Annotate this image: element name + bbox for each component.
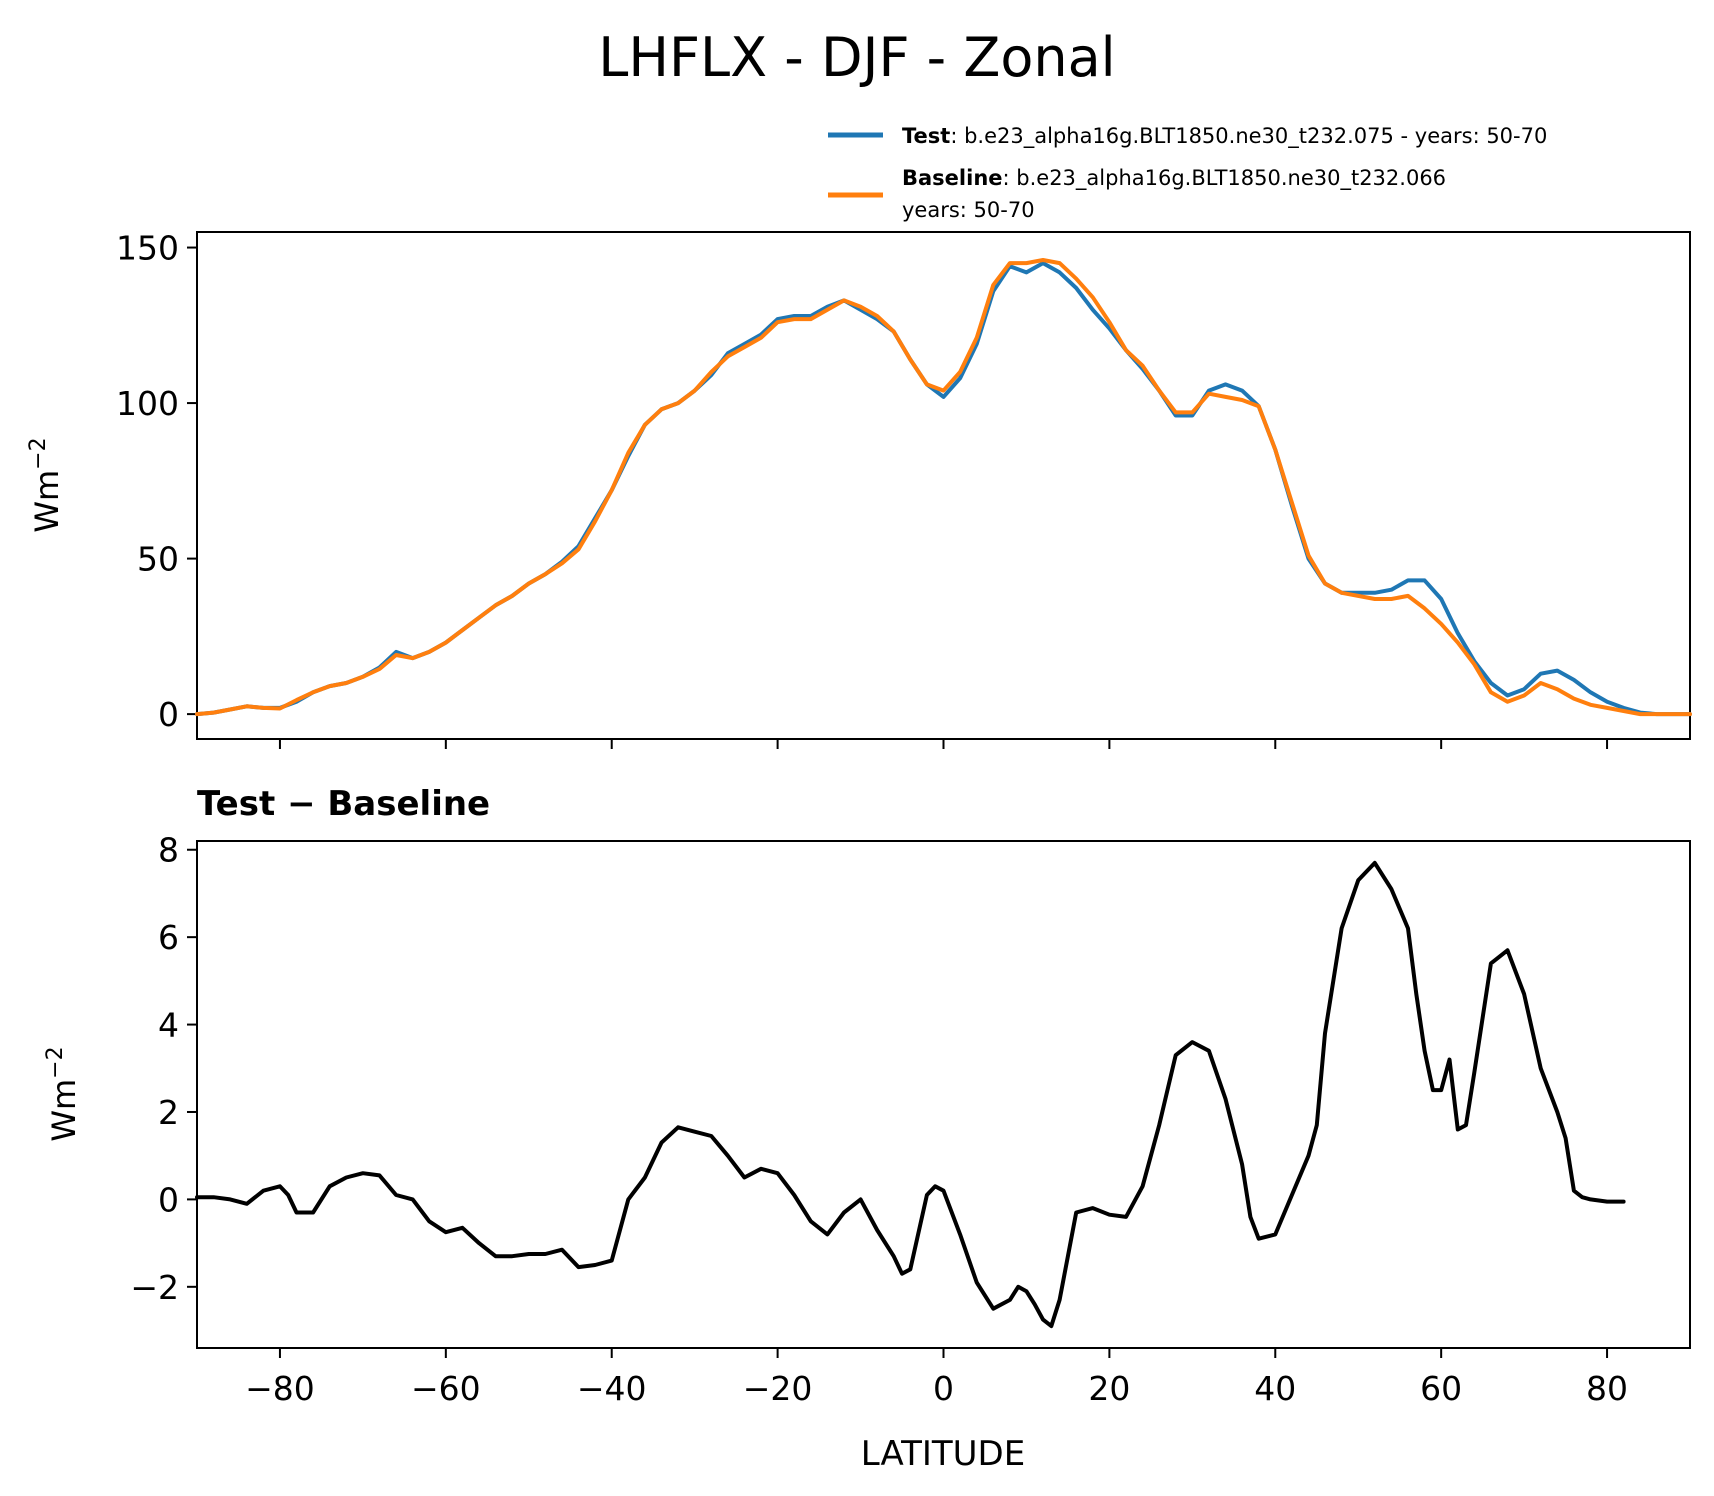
bottom-panel-xlabel: LATITUDE	[861, 1434, 1025, 1474]
top-panel-ylabel: Wm−2	[26, 437, 66, 532]
bottom-ylabel-text: Wm	[45, 1079, 83, 1142]
legend: Test: b.e23_alpha16g.BLT1850.ne30_t232.0…	[828, 124, 1547, 222]
legend-baseline-line2: years: 50-70	[902, 198, 1035, 222]
top-ytick-label: 50	[137, 540, 179, 579]
bottom-xtick-label: 40	[1254, 1369, 1296, 1408]
bottom-panel-x-ticks: −80 −60 −40 −20 0 20 40 60 80	[245, 1348, 1628, 1408]
legend-baseline-label: Baseline	[902, 166, 1003, 190]
top-ytick-label: 100	[116, 384, 179, 423]
legend-test-label: Test	[902, 124, 950, 148]
legend-test-text: : b.e23_alpha16g.BLT1850.ne30_t232.075 -…	[950, 124, 1547, 149]
top-panel: 0 50 100 150 Wm−2	[26, 229, 1692, 749]
top-ytick-label: 150	[116, 229, 179, 268]
legend-baseline-text: : b.e23_alpha16g.BLT1850.ne30_t232.066	[1003, 166, 1447, 191]
top-ylabel-sup: −2	[26, 437, 51, 469]
legend-entry-test: Test: b.e23_alpha16g.BLT1850.ne30_t232.0…	[902, 124, 1547, 149]
bottom-xtick-label: 20	[1088, 1369, 1130, 1408]
top-panel-y-ticks: 0 50 100 150	[116, 229, 197, 734]
bottom-series-test-baseline	[195, 860, 1626, 1329]
bottom-ylabel-sup: −2	[43, 1046, 68, 1078]
bottom-xtick-label: 80	[1586, 1369, 1628, 1408]
bottom-panel-series	[195, 860, 1626, 1329]
bottom-ytick-label: 6	[158, 918, 179, 957]
bottom-panel-title: Test − Baseline	[197, 784, 490, 824]
bottom-xtick-label: 0	[933, 1369, 954, 1408]
top-ytick-label: 0	[158, 695, 179, 734]
bottom-xtick-label: −80	[245, 1369, 315, 1408]
bottom-xtick-label: −20	[743, 1369, 813, 1408]
bottom-ytick-label: −2	[130, 1268, 179, 1307]
bottom-xtick-label: −60	[411, 1369, 481, 1408]
legend-entry-baseline: Baseline: b.e23_alpha16g.BLT1850.ne30_t2…	[902, 166, 1446, 191]
bottom-panel-ylabel: Wm−2	[43, 1046, 83, 1141]
top-series-baseline	[195, 258, 1692, 717]
bottom-xtick-label: −40	[577, 1369, 647, 1408]
top-ylabel-text: Wm	[28, 470, 66, 533]
bottom-ytick-label: 4	[158, 1006, 179, 1045]
bottom-xtick-label: 60	[1420, 1369, 1462, 1408]
bottom-ytick-label: 0	[158, 1180, 179, 1219]
bottom-ytick-label: 8	[158, 831, 179, 870]
top-panel-series	[195, 258, 1692, 717]
chart-title: LHFLX - DJF - Zonal	[598, 26, 1115, 89]
bottom-panel-y-ticks: −2 0 2 4 6 8	[130, 831, 197, 1307]
top-panel-x-ticks	[278, 739, 1609, 749]
bottom-ytick-label: 2	[158, 1093, 179, 1132]
